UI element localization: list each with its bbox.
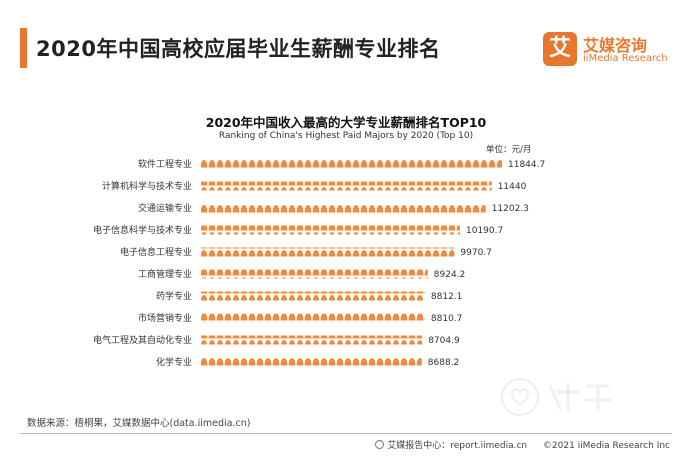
category-label: 电气工程及其自动化专业 [93, 334, 192, 346]
logo-name-cn: 艾媒咨询 [583, 36, 648, 55]
bar [201, 247, 455, 257]
category-label: 软件工程专业 [138, 158, 192, 170]
category-label: 化学专业 [156, 356, 192, 368]
category-label: 计算机科学与技术专业 [102, 180, 192, 192]
bar [201, 269, 428, 279]
bar [201, 357, 422, 367]
value-label: 9970.7 [460, 248, 492, 258]
data-source: 数据来源：梧桐果，艾媒数据中心(data.iimedia.cn) [27, 418, 251, 429]
value-label: 10190.7 [466, 226, 503, 236]
bar [201, 335, 423, 345]
title-accent-bar [20, 28, 27, 68]
value-label: 8704.9 [428, 336, 460, 346]
value-label: 11202.3 [492, 204, 529, 214]
bar [201, 313, 425, 323]
value-label: 8812.1 [431, 292, 463, 302]
chart-subtitle: Ranking of China's Highest Paid Majors b… [218, 131, 474, 141]
footer: 艾媒报告中心：report.iimedia.cn ©2021 iiMedia R… [375, 438, 670, 451]
bars-group: 软件工程专业 11844.7 计算机科学与技术专业 11440 交通运输专业 11202.… [93, 158, 545, 368]
copyright: ©2021 iiMedia Research Inc [542, 441, 670, 451]
report-center-link[interactable]: 艾媒报告中心：report.iimedia.cn [387, 441, 528, 451]
bar [201, 225, 460, 235]
value-label: 8924.2 [434, 270, 466, 280]
category-label: 电子信息工程专业 [120, 246, 192, 258]
bar-chart: 软件工程专业 11844.7 计算机科学与技术专业 11440 交通运输专业 11202.… [93, 158, 545, 368]
watermark-logo [501, 378, 612, 416]
value-label: 11440 [498, 182, 527, 192]
category-label: 工商管理专业 [138, 268, 192, 280]
bar [201, 159, 502, 169]
category-label: 药学专业 [156, 290, 192, 302]
bar [201, 181, 492, 191]
unit-label: 单位：元/月 [486, 145, 532, 155]
category-label: 交通运输专业 [138, 202, 192, 214]
logo-mark-icon: 艾 [543, 32, 577, 66]
bar [201, 291, 425, 301]
value-label: 8688.2 [428, 358, 460, 368]
logo-name-en: iiMedia Research [583, 53, 668, 64]
bar [201, 203, 486, 213]
footer-divider [20, 433, 672, 434]
category-label: 电子信息科学与技术专业 [93, 224, 192, 236]
brand-logo: 艾 艾媒咨询 iiMedia Research [543, 32, 683, 68]
report-center-icon [375, 440, 385, 449]
value-label: 11844.7 [508, 160, 545, 170]
chart-title: 2020年中国收入最高的大学专业薪酬排名TOP10 [205, 115, 487, 130]
category-label: 市场营销专业 [138, 312, 192, 324]
page-title: 2020年中国高校应届毕业生薪酬专业排名 [36, 37, 441, 61]
value-label: 8810.7 [431, 314, 463, 324]
